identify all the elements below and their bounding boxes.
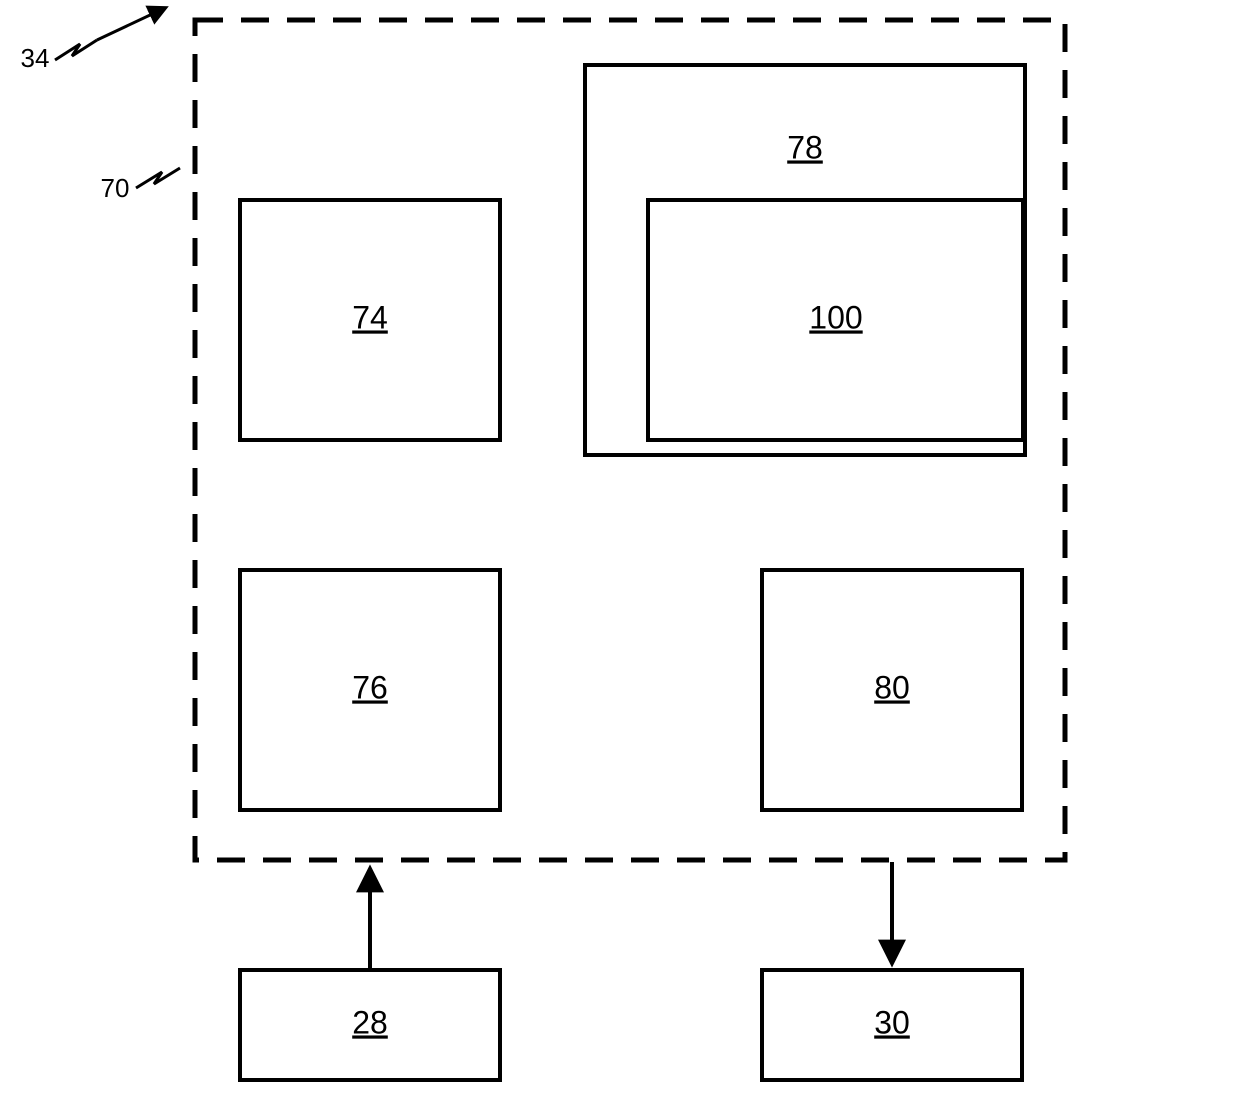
box-100-label: 100 — [809, 299, 862, 335]
ref-34-arrow — [97, 8, 165, 40]
box-80-label: 80 — [874, 669, 910, 705]
ref-70-label: 70 — [101, 173, 130, 203]
box-74-label: 74 — [352, 299, 388, 335]
box-78-label: 78 — [787, 129, 823, 165]
box-76-label: 76 — [352, 669, 388, 705]
ref-34-zigzag — [55, 40, 97, 60]
box-30-label: 30 — [874, 1004, 910, 1040]
ref-70-zigzag — [136, 168, 180, 188]
ref-34-label: 34 — [21, 43, 50, 73]
box-28-label: 28 — [352, 1004, 388, 1040]
box-78 — [585, 65, 1025, 455]
